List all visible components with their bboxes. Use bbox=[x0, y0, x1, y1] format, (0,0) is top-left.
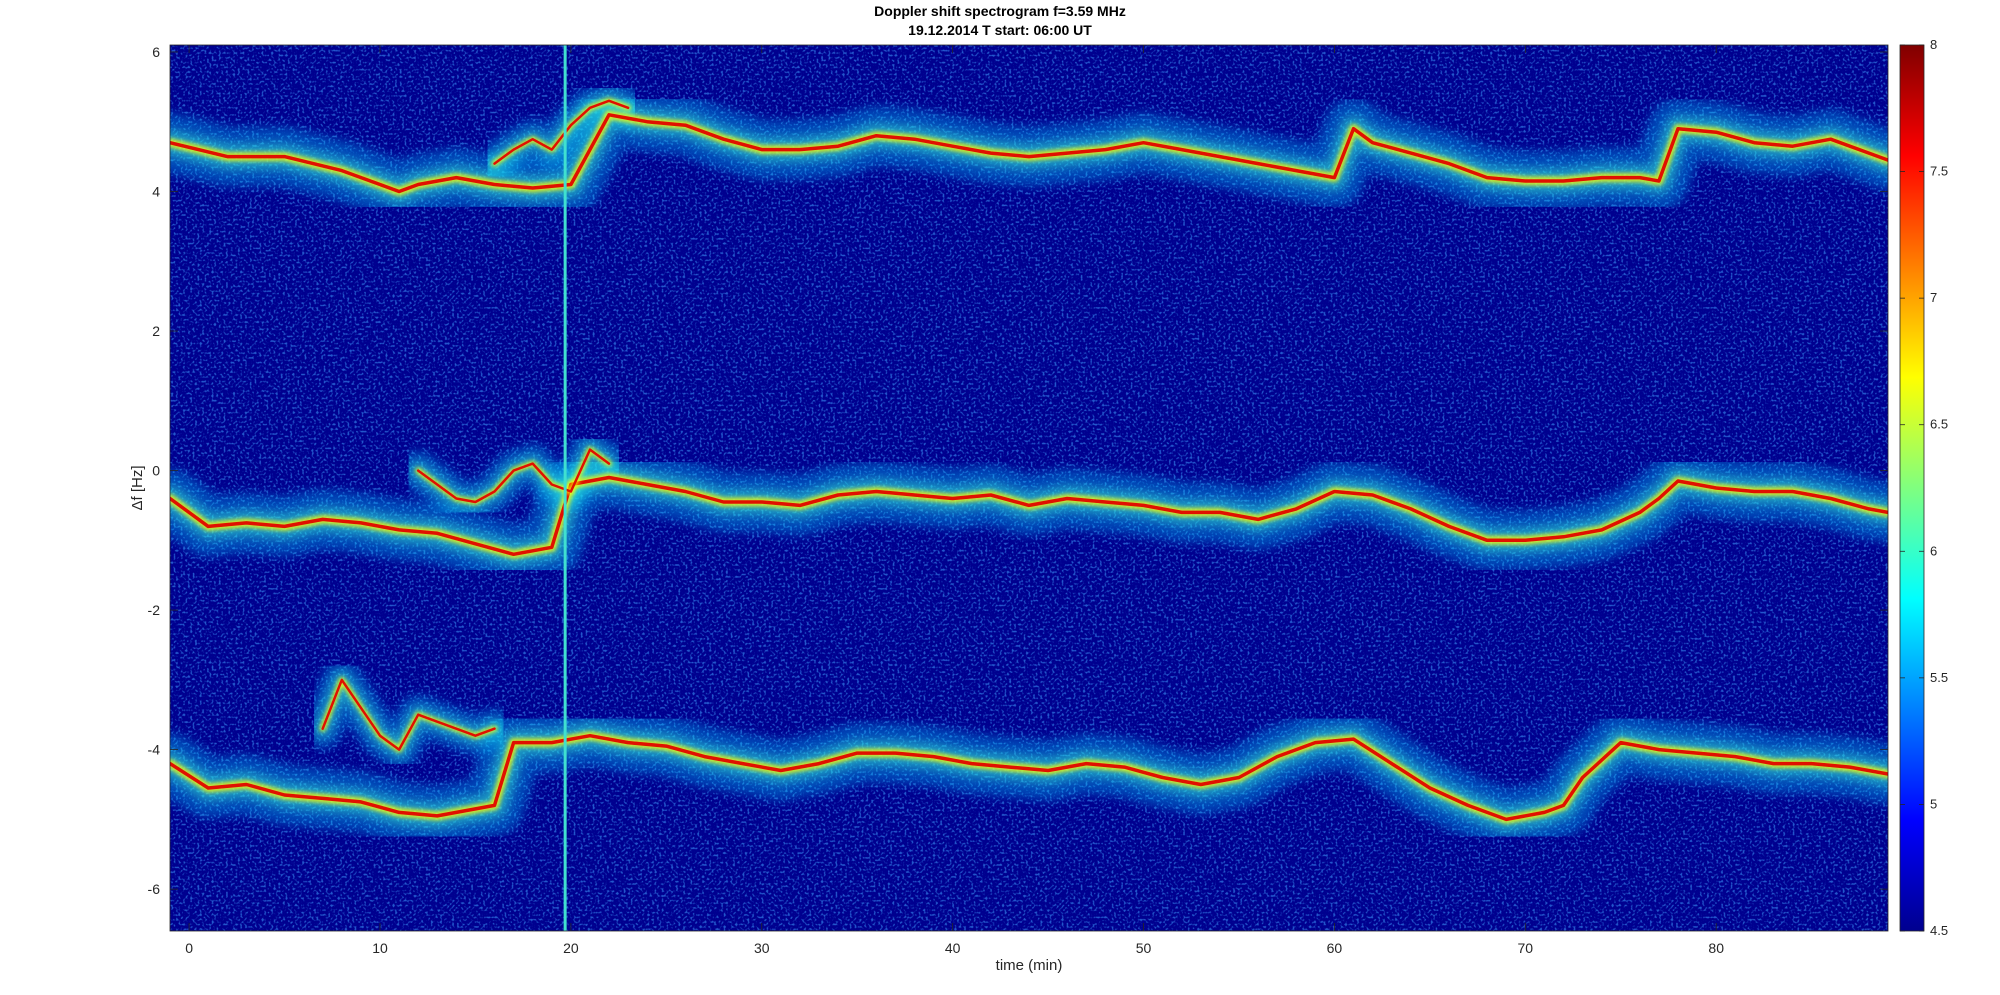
signal-traces-layer bbox=[170, 97, 1888, 824]
y-tick-label: -2 bbox=[148, 602, 161, 618]
y-tick-label: -6 bbox=[148, 881, 161, 897]
y-axis-ticks: -6 -4 -2 0 2 4 6 bbox=[148, 44, 1888, 897]
colorbar-tick-label: 8 bbox=[1930, 37, 1937, 52]
plot-frame bbox=[169, 44, 1889, 932]
y-axis-title: Δf [Hz] bbox=[129, 465, 146, 510]
plot-area bbox=[170, 45, 1888, 931]
y-tick-label: 4 bbox=[152, 184, 160, 200]
colorbar bbox=[1899, 44, 1925, 932]
colorbar-tick-label: 6.5 bbox=[1930, 417, 1948, 432]
signal-trace bbox=[170, 475, 1888, 557]
title-block: Doppler shift spectrogram f=3.59 MHz 19.… bbox=[0, 2, 2000, 40]
x-tick-label: 20 bbox=[563, 940, 579, 956]
signal-trace bbox=[493, 99, 630, 165]
y-tick-label: 6 bbox=[152, 44, 160, 60]
x-axis-ticks: 0 10 20 30 40 50 60 70 80 bbox=[185, 45, 1724, 956]
x-tick-label: 10 bbox=[372, 940, 388, 956]
chart-title: Doppler shift spectrogram f=3.59 MHz bbox=[874, 3, 1126, 19]
colorbar-ticks: 4.5 5 5.5 6 6.5 7 7.5 8 bbox=[1900, 37, 1948, 938]
y-tick-label: -4 bbox=[148, 742, 161, 758]
colorbar-tick-label: 4.5 bbox=[1930, 923, 1948, 938]
signal-trace bbox=[416, 448, 611, 504]
x-tick-label: 0 bbox=[185, 940, 193, 956]
signal-trace bbox=[170, 733, 1888, 822]
y-tick-label: 0 bbox=[152, 463, 160, 479]
x-tick-label: 30 bbox=[754, 940, 770, 956]
signal-trace bbox=[321, 678, 496, 751]
x-tick-label: 50 bbox=[1136, 940, 1152, 956]
colorbar-tick-label: 5.5 bbox=[1930, 670, 1948, 685]
y-tick-label: 2 bbox=[152, 323, 160, 339]
x-tick-label: 80 bbox=[1708, 940, 1724, 956]
colorbar-tick-label: 5 bbox=[1930, 796, 1937, 811]
signal-trace bbox=[170, 113, 1888, 194]
x-axis-title: time (min) bbox=[996, 957, 1063, 974]
colorbar-tick-label: 7 bbox=[1930, 290, 1937, 305]
colorbar-tick-label: 7.5 bbox=[1930, 164, 1948, 179]
x-tick-label: 40 bbox=[945, 940, 961, 956]
chart-subtitle: 19.12.2014 T start: 06:00 UT bbox=[908, 22, 1092, 38]
x-tick-label: 70 bbox=[1518, 940, 1534, 956]
x-tick-label: 60 bbox=[1327, 940, 1343, 956]
colorbar-tick-label: 6 bbox=[1930, 543, 1937, 558]
